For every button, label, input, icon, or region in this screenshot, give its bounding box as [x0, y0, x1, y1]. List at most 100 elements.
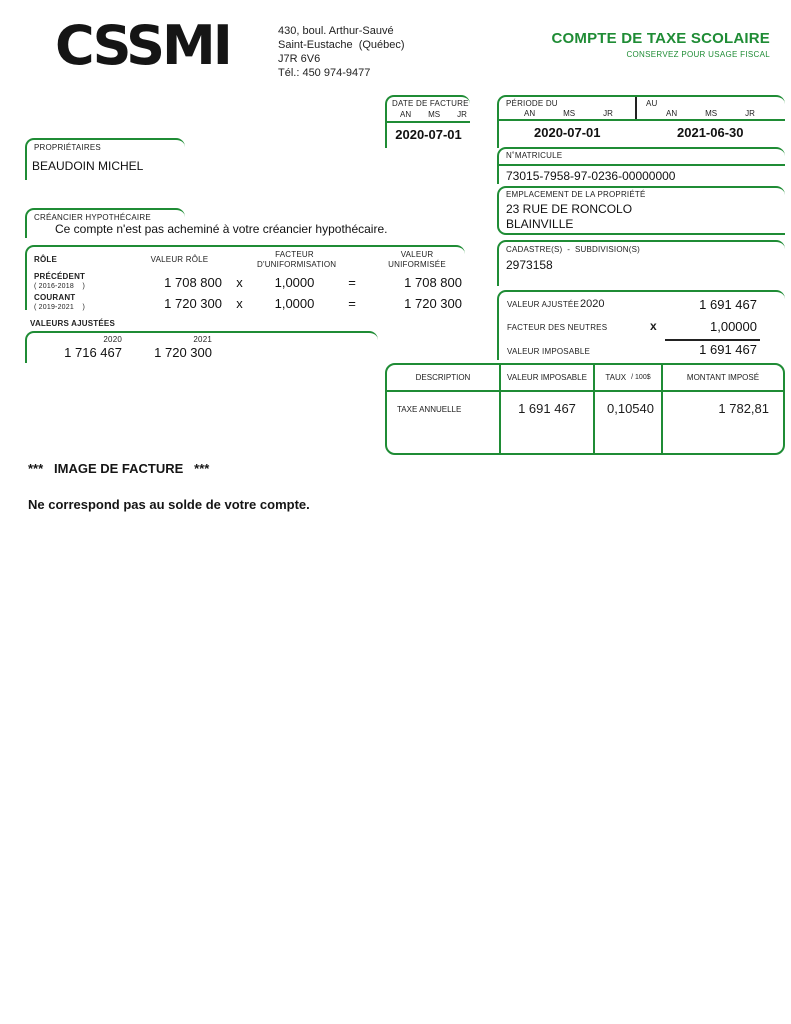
address-line-3: J7R 6V6 [278, 53, 321, 65]
cadastre-box: CADASTRE(S) - SUBDIVISION(S) 2973158 [497, 240, 785, 286]
period-from-jr: JR [603, 109, 613, 118]
cssmi-logo: CSSMI [55, 14, 233, 77]
invoice-image-notice: *** IMAGE DE FACTURE *** [28, 461, 210, 476]
tax-header-taux-unit: / 100$ [631, 374, 651, 381]
owners-box: PROPRIÉTAIRES [25, 138, 185, 180]
invoice-date-value: 2020-07-01 [395, 127, 462, 142]
address-line-1: 430, boul. Arthur-Sauvé [278, 25, 394, 37]
role-previous-label: PRÉCÉDENT [34, 272, 86, 281]
role-previous-years: ( 2016-2018 ) [34, 283, 86, 290]
role-current-times: x [236, 295, 243, 311]
tax-header-taux-text: TAUX [605, 373, 627, 382]
document-subtitle: CONSERVEZ POUR USAGE FISCAL [626, 50, 770, 59]
period-box: PÉRIODE DU AN MS JR AU AN MS JR 2020-07-… [497, 95, 785, 148]
taxable-row3-value: 1 691 467 [699, 342, 757, 357]
period-from-value: 2020-07-01 [534, 125, 601, 140]
role-header-valeur-role: VALEUR RÔLE [150, 255, 209, 264]
tax-header-montant: MONTANT IMPOSÉ [661, 365, 783, 392]
role-previous-equals: = [348, 274, 356, 290]
period-from-label: PÉRIODE DU [506, 99, 558, 108]
role-previous-times: x [236, 274, 243, 290]
tax-row-valeur: 1 691 467 [499, 392, 593, 453]
period-to-jr: JR [745, 109, 755, 118]
taxable-value-box: VALEUR AJUSTÉE 2020 1 691 467 FACTEUR DE… [497, 290, 785, 360]
taxable-sum-line [665, 339, 760, 341]
taxable-row2-op: x [650, 319, 657, 333]
adjusted-value-2020: 1 716 467 [64, 345, 122, 360]
tax-row-montant: 1 782,81 [661, 392, 783, 453]
role-current-valeur-unif: 1 720 300 [404, 295, 462, 311]
adjusted-value-2021: 1 720 300 [154, 345, 212, 360]
period-from-columns: AN MS JR [524, 109, 613, 118]
role-previous-label-cell: PRÉCÉDENT ( 2016-2018 ) [27, 272, 137, 292]
invoice-date-ms: MS [428, 110, 441, 119]
adjusted-values-box: 2020 1 716 467 2021 1 720 300 [25, 331, 378, 363]
role-header-unif-line1: VALEUR [400, 250, 434, 259]
role-header-facteur-line2: D'UNIFORMISATION [257, 260, 337, 269]
tax-amount-table: DESCRIPTION VALEUR IMPOSABLE TAUX / 100$… [385, 363, 785, 455]
matricule-box: N˚MATRICULE 73015-7958-97-0236-00000000 [497, 147, 785, 184]
role-header-facteur: FACTEUR D'UNIFORMISATION [257, 250, 337, 270]
role-table-header: RÔLE VALEUR RÔLE FACTEUR D'UNIFORMISATIO… [27, 247, 465, 270]
taxable-row3-label: VALEUR IMPOSABLE [507, 347, 591, 356]
tax-header-description: DESCRIPTION [387, 365, 499, 392]
cadastre-value: 2973158 [506, 258, 553, 272]
period-to-value: 2021-06-30 [677, 125, 744, 140]
property-address-line2: BLAINVILLE [506, 217, 574, 231]
role-row-previous: PRÉCÉDENT ( 2016-2018 ) 1 708 800 x 1,00… [27, 272, 465, 292]
taxable-row2-label: FACTEUR DES NEUTRES [507, 323, 608, 332]
owners-label: PROPRIÉTAIRES [34, 143, 101, 152]
period-to-ms: MS [705, 109, 718, 118]
property-box: EMPLACEMENT DE LA PROPRIÉTÉ 23 RUE DE RO… [497, 186, 785, 235]
role-current-years: ( 2019-2021 ) [34, 304, 86, 311]
balance-notice: Ne correspond pas au solde de votre comp… [28, 497, 310, 512]
mortgage-message: Ce compte n'est pas acheminé à votre cré… [55, 222, 388, 236]
property-address-line1: 23 RUE DE RONCOLO [506, 202, 633, 216]
period-from-ms: MS [563, 109, 576, 118]
cadastre-label: CADASTRE(S) - SUBDIVISION(S) [506, 245, 641, 254]
document-title: COMPTE DE TAXE SCOLAIRE [551, 30, 770, 47]
role-previous-facteur: 1,0000 [274, 274, 315, 290]
matricule-divider [499, 164, 785, 166]
role-header-facteur-line1: FACTEUR [275, 250, 314, 259]
role-table: RÔLE VALEUR RÔLE FACTEUR D'UNIFORMISATIO… [25, 245, 465, 313]
mortgage-label: CRÉANCIER HYPOTHÉCAIRE [34, 213, 151, 222]
role-previous-valeur-unif: 1 708 800 [404, 274, 462, 290]
adjusted-values-col-2021: 2021 1 720 300 [132, 335, 212, 360]
taxable-row2-value: 1,00000 [710, 319, 757, 334]
adjusted-year-2020: 2020 [103, 335, 122, 344]
address-line-2: Saint-Eustache (Québec) [278, 39, 405, 51]
tax-row-taux: 0,10540 [593, 392, 661, 453]
tax-row-description: TAXE ANNUELLE [397, 405, 462, 414]
invoice-date-label: DATE DE FACTURE [392, 99, 469, 108]
taxable-row1-label: VALEUR AJUSTÉE [507, 300, 580, 309]
property-label: EMPLACEMENT DE LA PROPRIÉTÉ [506, 190, 646, 199]
period-from-an: AN [524, 109, 536, 118]
period-to-label: AU [646, 99, 658, 108]
period-to-columns: AN MS JR [666, 109, 755, 118]
role-header-unif: VALEUR UNIFORMISÉE [372, 250, 462, 270]
invoice-date-divider [387, 121, 470, 123]
taxable-row1-value: 1 691 467 [699, 297, 757, 312]
role-current-label: COURANT [34, 293, 76, 302]
adjusted-values-col-2020: 2020 1 716 467 [47, 335, 122, 360]
invoice-date-jr: JR [457, 110, 467, 119]
adjusted-year-2021: 2021 [193, 335, 212, 344]
role-current-label-cell: COURANT ( 2019-2021 ) [27, 293, 137, 313]
tax-header-valeur: VALEUR IMPOSABLE [499, 365, 593, 392]
role-previous-valeur-role: 1 708 800 [164, 274, 222, 290]
invoice-date-an: AN [400, 110, 412, 119]
invoice-date-box: DATE DE FACTURE AN MS JR 2020-07-01 [385, 95, 470, 148]
role-header-unif-line2: UNIFORMISÉE [388, 260, 446, 269]
adjusted-values-label: VALEURS AJUSTÉES [30, 319, 115, 328]
period-header-divider [499, 119, 785, 121]
role-current-facteur: 1,0000 [274, 295, 315, 311]
period-au-divider [635, 97, 637, 119]
invoice-date-columns: AN MS JR [387, 109, 470, 119]
role-current-equals: = [348, 295, 356, 311]
matricule-label: N˚MATRICULE [506, 151, 563, 160]
matricule-value: 73015-7958-97-0236-00000000 [506, 169, 676, 183]
tax-header-taux: TAUX / 100$ [593, 365, 661, 392]
role-row-current: COURANT ( 2019-2021 ) 1 720 300 x 1,0000… [27, 293, 465, 313]
